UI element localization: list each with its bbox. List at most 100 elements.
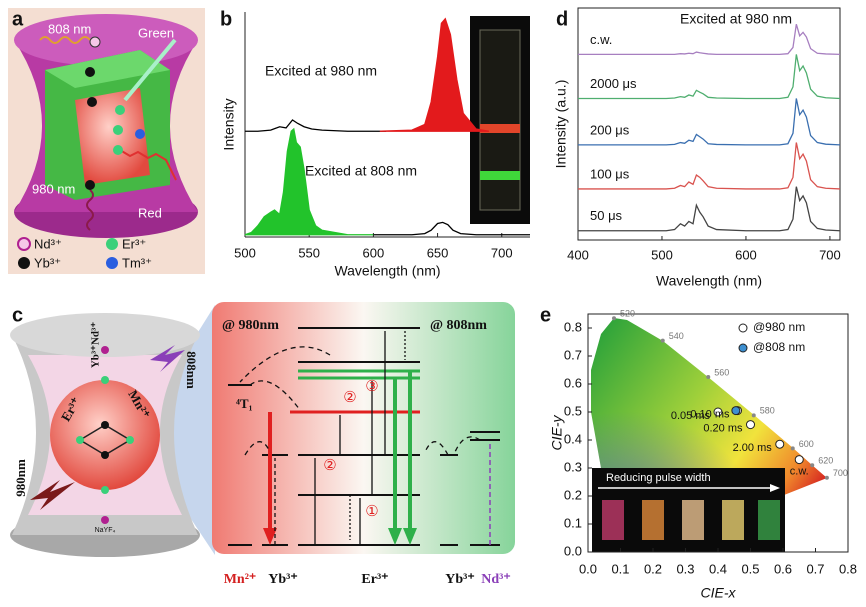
red-band: [480, 124, 520, 133]
data-point: [746, 420, 755, 430]
spectrum: [373, 221, 530, 236]
ion-label: Yb³⁺: [268, 572, 297, 587]
vial: [602, 500, 624, 540]
step-label: ②: [343, 389, 356, 406]
annotation: Excited at 980 nm: [680, 11, 792, 27]
locus-label: 620: [818, 456, 833, 466]
x-tick-label: 500: [651, 247, 673, 262]
x-tick-label: 500: [234, 245, 256, 260]
locus-label: 540: [669, 331, 684, 341]
panel-label: c: [12, 304, 23, 326]
plot-frame: [577, 7, 841, 241]
x-tick-label: 0.2: [644, 561, 662, 576]
er-ion: [115, 105, 125, 115]
x-tick-label: 0.4: [709, 561, 727, 576]
arrow-head: [403, 528, 417, 545]
laser-980: [30, 480, 75, 510]
locus-point: [706, 375, 711, 379]
inset-label: Reducing pulse width: [606, 472, 711, 484]
core: [75, 88, 150, 185]
ion-label: Nd³⁺: [481, 572, 510, 587]
er-ion: [76, 436, 84, 444]
charts: b 500 550 600 650 700 Wavelength (nm) Intensity…: [220, 7, 857, 601]
y-axis-label: Intensity (a.u.): [553, 80, 569, 169]
energy-transfer: [249, 380, 301, 411]
x-tick-label: 650: [427, 245, 449, 260]
x-tick-label: 0.7: [806, 561, 824, 576]
locus-point: [612, 316, 616, 321]
y-tick-label: 0.1: [564, 515, 582, 530]
panel-label: e: [540, 304, 551, 326]
legend-label: Tm³⁺: [122, 255, 152, 270]
spectrum: [379, 17, 490, 132]
x-tick-label: 0.3: [676, 561, 694, 576]
legend-marker: [106, 257, 118, 269]
data-point: [731, 406, 741, 416]
red-emission: [119, 149, 177, 181]
legend-marker: [738, 343, 748, 353]
cuvette: [479, 29, 521, 211]
laser-808: [39, 36, 91, 44]
nd-ion: [89, 36, 101, 48]
spectrum: [578, 98, 841, 146]
panel-a: a 808 nm Green 980 nm Red Nd³⁺ Er³⁺ Yb³⁺…: [8, 8, 205, 274]
x-tick-label: 600: [363, 245, 385, 260]
label: 980nm: [13, 459, 28, 497]
core: [50, 380, 160, 490]
step-label: ③: [365, 378, 378, 395]
vial: [642, 500, 664, 540]
shell-top: [10, 313, 200, 357]
vial: [758, 500, 780, 540]
y-tick-label: 0.6: [564, 375, 582, 390]
locus-point: [751, 413, 756, 418]
point-label: 2.00 ms: [733, 442, 773, 454]
nd-ion: [101, 516, 109, 524]
series-label: c.w.: [590, 32, 612, 47]
spectrum: [244, 127, 374, 236]
legend-label: Nd³⁺: [34, 236, 62, 251]
energy-transfer: [239, 346, 331, 383]
data-point: [713, 407, 723, 417]
x-tick-label: 400: [567, 247, 589, 262]
spectrum: [578, 54, 841, 100]
yb-ion: [87, 97, 97, 107]
yb-ion: [85, 67, 95, 77]
label: 980 nm: [32, 181, 75, 196]
shell-top: [14, 14, 198, 66]
excitation-label: @ 808nm: [430, 318, 487, 333]
mn-ion: [101, 421, 109, 429]
ion: [101, 486, 109, 494]
label: NaYF₄: [95, 527, 116, 534]
label: Red: [138, 205, 162, 220]
locus-point: [660, 338, 665, 343]
y-tick-label: 0.4: [564, 431, 582, 446]
point-label: c.w.: [790, 466, 809, 478]
x-tick-label: 0.1: [611, 561, 629, 576]
x-tick-label: 700: [819, 247, 841, 262]
arrow-head: [263, 528, 277, 545]
y-tick-label: 0.2: [564, 487, 582, 502]
label: Yb³⁺Nd³⁺: [90, 322, 102, 369]
y-tick-label: 0.5: [564, 403, 582, 418]
locus-label: 520: [620, 309, 635, 319]
x-tick-label: 550: [298, 245, 320, 260]
x-tick-label: 0.5: [741, 561, 759, 576]
data-point: [775, 439, 785, 449]
x-axis-label: CIE-x: [701, 585, 737, 601]
green-band: [480, 171, 520, 180]
y-tick-label: 0.3: [564, 459, 582, 474]
legend-marker: [738, 323, 748, 333]
locus-point: [824, 475, 829, 480]
er-ion: [113, 145, 123, 155]
series-label: 100 μs: [590, 166, 630, 181]
x-axis-label: Wavelength (nm): [334, 263, 440, 279]
point-label: 0.20 ms: [703, 423, 743, 435]
x-axis-label: Wavelength (nm): [656, 273, 762, 289]
arrow-head: [388, 528, 402, 545]
ion-label: Mn²⁺: [224, 572, 257, 587]
locus-label: 700: [833, 468, 848, 478]
legend-marker: [106, 238, 118, 250]
legend-label: @980 nm: [753, 320, 805, 334]
spectrum: [578, 186, 841, 232]
